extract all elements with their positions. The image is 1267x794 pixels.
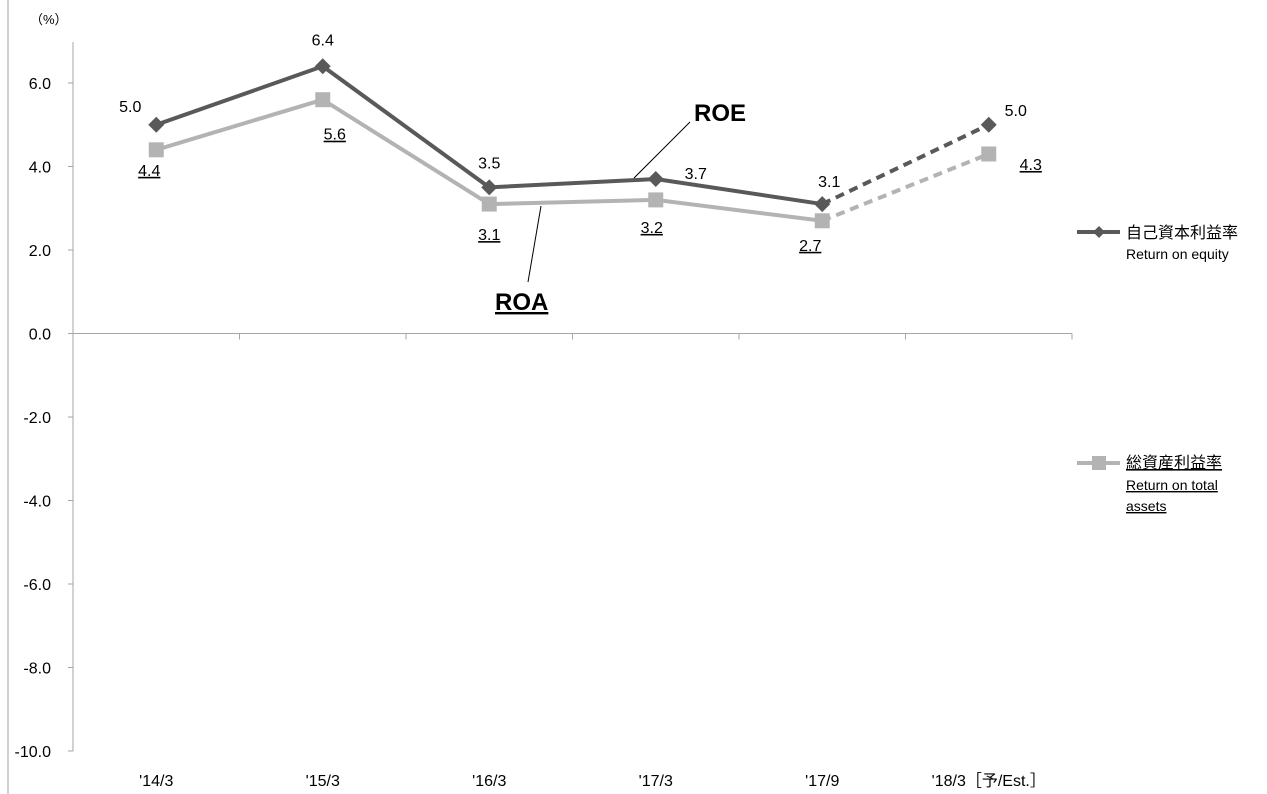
y-tick-label: -6.0	[23, 577, 51, 594]
roa-point	[648, 192, 664, 208]
x-tick-label: '17/3	[639, 773, 673, 790]
legend-roa-label-en: Return on total	[1126, 477, 1218, 493]
series-callouts: ROE ROA	[495, 100, 746, 316]
series-roa	[148, 92, 997, 229]
y-tick-label: -8.0	[23, 661, 51, 678]
legend-roa-label: 総資産利益率	[1126, 453, 1222, 472]
series-layer	[148, 58, 997, 229]
roa-point	[481, 196, 497, 212]
roe-point	[481, 179, 498, 196]
roa-data-label: 2.7	[799, 238, 821, 255]
x-tick-label: '18/3［予/Est.］	[932, 772, 1046, 790]
legend: 自己資本利益率 Return on equity 総資産利益率 Return on t…	[1077, 223, 1238, 514]
y-tick-label: 0.0	[29, 327, 51, 344]
roa-data-label: 4.3	[1020, 157, 1042, 174]
legend-roe-label: 自己資本利益率	[1126, 223, 1238, 242]
x-tick-label: '16/3	[472, 773, 506, 790]
legend-roa-label-en: assets	[1126, 498, 1166, 514]
roe-data-label: 5.0	[119, 99, 141, 116]
x-tick-label: '14/3	[139, 773, 173, 790]
axes: 6.0 4.0 2.0 0.0 -2.0 -4.0 -6.0 -8.0 -10.0 '14/3 '1…	[7, 0, 1073, 794]
y-tick-label: -10.0	[15, 744, 52, 761]
roe-data-label: 3.5	[478, 155, 500, 172]
roe-point	[314, 58, 331, 75]
roe-point	[647, 171, 664, 188]
y-tick-label: -4.0	[23, 494, 51, 511]
roa-point	[148, 142, 164, 158]
roe-point	[148, 116, 165, 133]
roe-data-label: 3.7	[685, 166, 707, 183]
roa-callout: ROA	[495, 289, 548, 316]
roa-data-label: 3.2	[641, 220, 663, 237]
legend-roa-marker	[1092, 456, 1106, 470]
roa-data-label: 4.4	[138, 163, 160, 180]
data-labels: 5.0 6.4 3.5 3.7 3.1 5.0 4.4 5.6 3.1 3.2 2.7 4.3	[119, 32, 1042, 254]
roe-data-label: 6.4	[312, 32, 334, 49]
roa-callout-leader	[527, 205, 542, 283]
roa-data-label: 3.1	[478, 227, 500, 244]
legend-roe-marker	[1093, 226, 1105, 238]
roa-point	[981, 146, 997, 162]
y-tick-label: 2.0	[29, 243, 51, 260]
roa-data-label: 5.6	[324, 127, 346, 144]
y-tick-label: 4.0	[29, 160, 51, 177]
legend-item-roe: 自己資本利益率 Return on equity	[1077, 223, 1238, 262]
roe-point	[814, 196, 831, 213]
roa-point	[814, 213, 830, 229]
roa-point	[315, 92, 331, 108]
y-tick-label: 6.0	[29, 76, 51, 93]
series-roe	[148, 58, 997, 213]
legend-item-roa: 総資産利益率 Return on total assets	[1077, 453, 1222, 514]
roe-callout: ROE	[694, 100, 746, 127]
x-tick-label: '15/3	[306, 773, 340, 790]
y-axis-unit-label: （%）	[30, 12, 68, 27]
legend-roe-label-en: Return on equity	[1126, 246, 1229, 262]
roe-point	[980, 116, 997, 133]
roe-data-label: 5.0	[1005, 103, 1027, 120]
roe-data-label: 3.1	[818, 174, 840, 191]
y-tick-label: -2.0	[23, 410, 51, 427]
roe-callout-leader	[633, 121, 691, 179]
roe-estimate-line	[821, 122, 990, 206]
x-tick-label: '17/9	[805, 773, 839, 790]
